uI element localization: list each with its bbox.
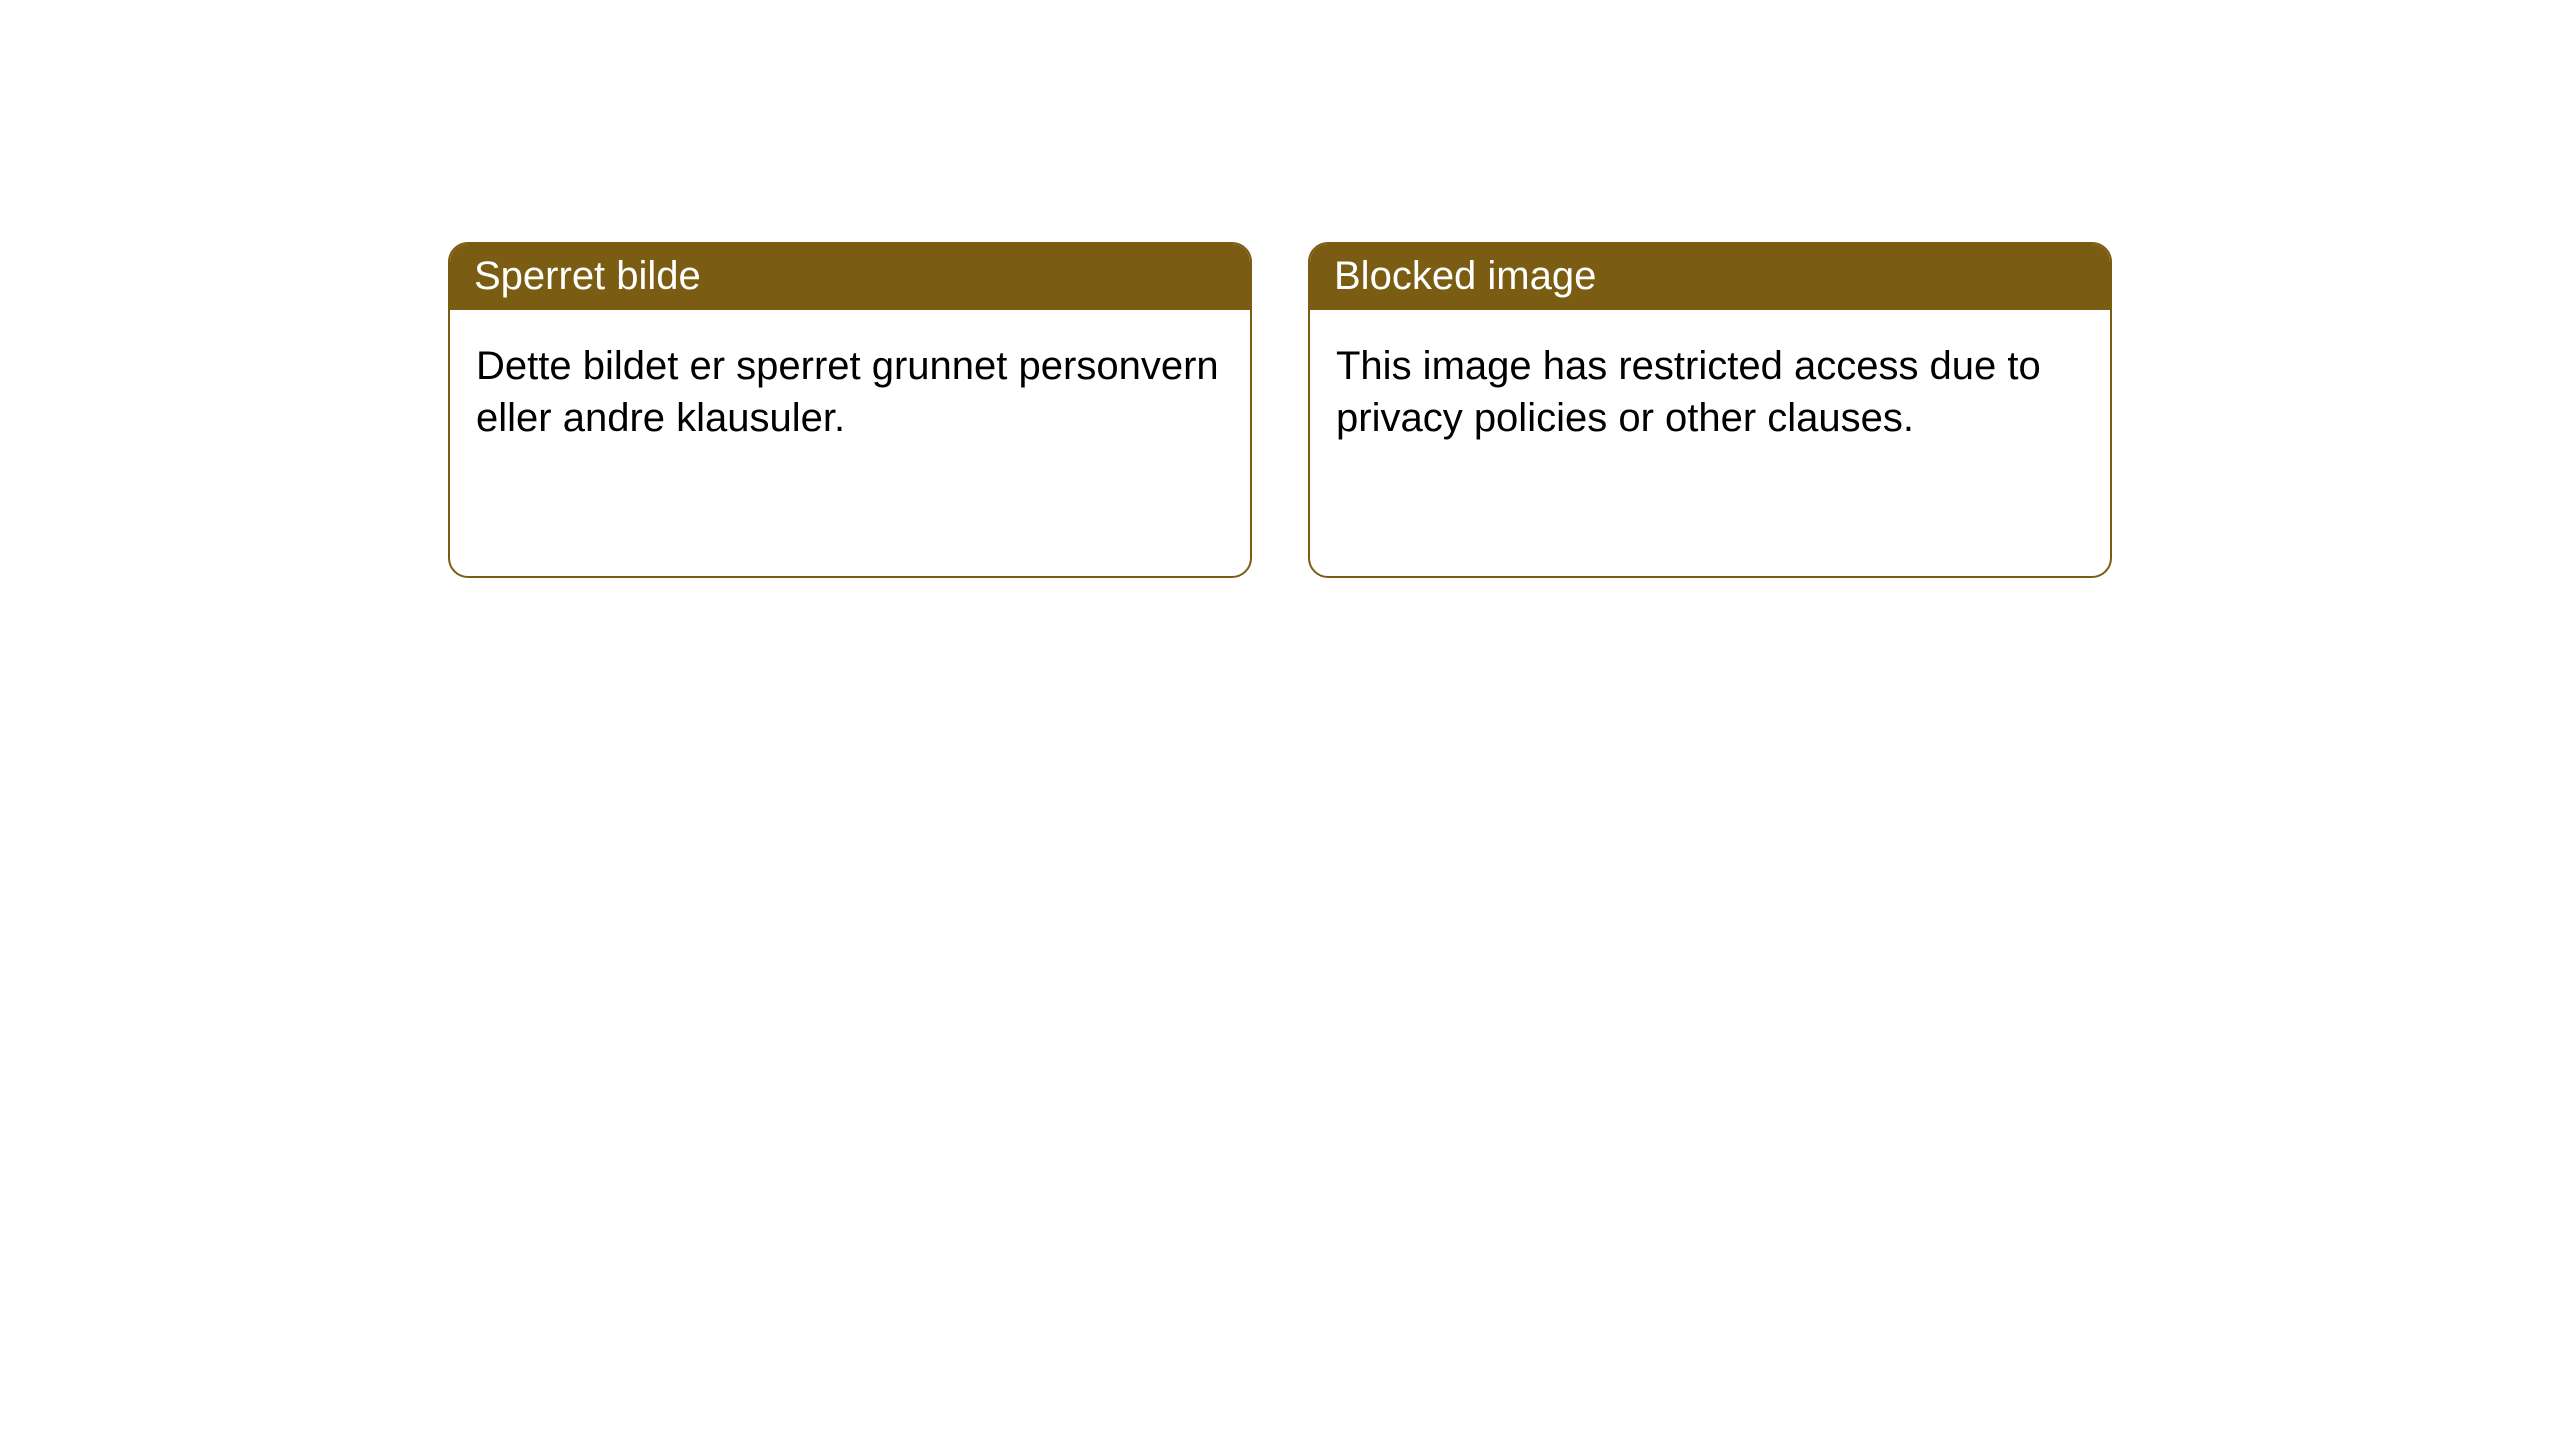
card-body-en: This image has restricted access due to … [1310, 310, 2110, 474]
blocked-image-card-no: Sperret bilde Dette bildet er sperret gr… [448, 242, 1252, 578]
card-body-no: Dette bildet er sperret grunnet personve… [450, 310, 1250, 474]
notice-container: Sperret bilde Dette bildet er sperret gr… [0, 0, 2560, 578]
card-title-en: Blocked image [1310, 244, 2110, 310]
blocked-image-card-en: Blocked image This image has restricted … [1308, 242, 2112, 578]
card-title-no: Sperret bilde [450, 244, 1250, 310]
